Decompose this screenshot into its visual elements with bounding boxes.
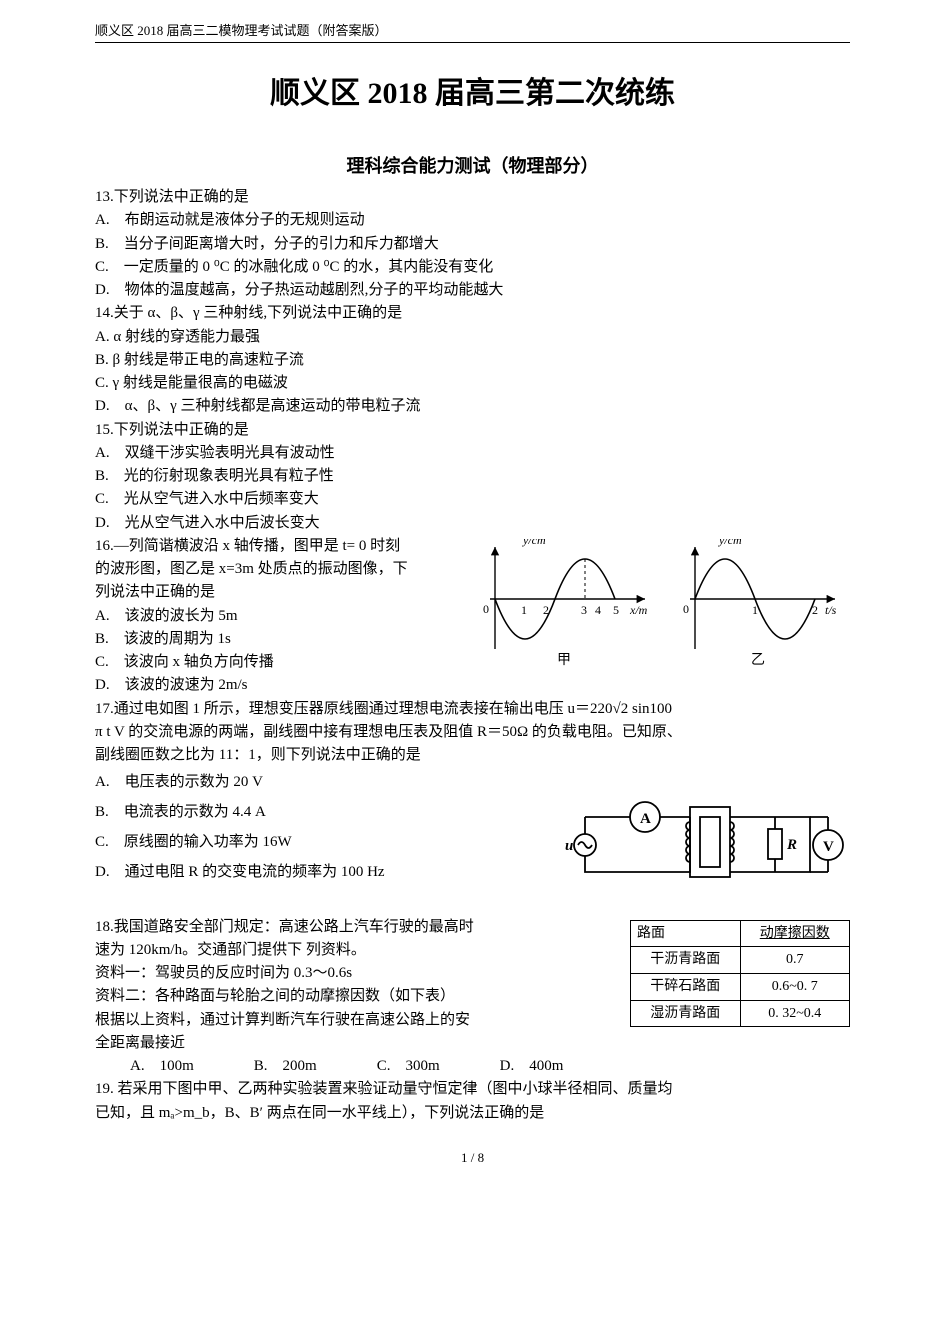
q13-optB: B. 当分子间距离增大时，分子的引力和斥力都增大 [95, 233, 850, 256]
q16-text: 16.—列简谐横波沿 x 轴传播，图甲是 t= 0 时刻 的波形图，图乙是 x=… [95, 535, 465, 698]
fig1-x2: 2 [543, 603, 549, 617]
page-total: 8 [478, 1150, 485, 1165]
q16-optC: C. 该波向 x 轴负方向传播 [95, 651, 465, 674]
q19-l2: 已知，且 mₐ>m_b，B、B′ 两点在同一水平线上），下列说法正确的是 [95, 1102, 850, 1125]
q16-optD: D. 该波的波速为 2m/s [95, 674, 465, 697]
cell-r1c1: 干沥青路面 [631, 947, 741, 974]
q18-text: 18.我国道路安全部门规定：高速公路上汽车行驶的最高时 速为 120km/h。交… [95, 916, 630, 1056]
page: 顺义区 2018 届高三二模物理考试试题（附答案版） 顺义区 2018 届高三第… [0, 0, 945, 1196]
page-footer: 1 / 8 [95, 1150, 850, 1166]
th-surface: 路面 [631, 920, 741, 947]
q18-table-wrap: 路面 动摩擦因数 干沥青路面 0.7 干碎石路面 0.6~0. 7 湿沥青路面 … [630, 920, 850, 1028]
q14-optC: C. γ 射线是能量很高的电磁波 [95, 372, 850, 395]
q15-stem: 15.下列说法中正确的是 [95, 419, 850, 442]
fig1-x1: 1 [521, 603, 527, 617]
q13-optC: C. 一定质量的 0 ⁰C 的冰融化成 0 ⁰C 的水，其内能没有变化 [95, 256, 850, 279]
friction-table: 路面 动摩擦因数 干沥青路面 0.7 干碎石路面 0.6~0. 7 湿沥青路面 … [630, 920, 850, 1028]
q16-l3: 列说法中正确的是 [95, 581, 465, 604]
circuit-u-label: u [565, 838, 573, 854]
fig2-xlabel: t/s [825, 603, 837, 617]
table-row: 干沥青路面 0.7 [631, 947, 850, 974]
q15-optB: B. 光的衍射现象表明光具有粒子性 [95, 465, 850, 488]
fig2-ylabel: y/cm [718, 539, 742, 547]
cell-r2c1: 干碎石路面 [631, 973, 741, 1000]
q18-optB: B. 200m [254, 1055, 317, 1078]
fig1-ylabel: y/cm [522, 539, 546, 547]
cell-r1c2: 0.7 [740, 947, 850, 974]
transformer-circuit-diagram: u A R V [560, 777, 850, 907]
q16-optB: B. 该波的周期为 1s [95, 628, 465, 651]
q18-l2: 速为 120km/h。交通部门提供下 列资料。 [95, 939, 630, 962]
q18-l4: 资料二：各种路面与轮胎之间的动摩擦因数（如下表） [95, 985, 630, 1008]
q18-l1: 18.我国道路安全部门规定：高速公路上汽车行驶的最高时 [95, 916, 630, 939]
q17-optC: C. 原线圈的输入功率为 16W [95, 827, 560, 857]
fig1-x4: 4 [595, 603, 601, 617]
fig2-x1: 1 [752, 603, 758, 617]
fig1-xlabel: x/m [629, 603, 648, 617]
q17-text: A. 电压表的示数为 20 V B. 电流表的示数为 4.4 A C. 原线圈的… [95, 767, 560, 887]
q17-l2: π t V 的交流电源的两端，副线圈中接有理想电压表及阻值 R＝50Ω 的负载电… [95, 721, 850, 744]
q15-optC: C. 光从空气进入水中后频率变大 [95, 488, 850, 511]
fig1-x3: 3 [581, 603, 587, 617]
q16-l1: 16.—列简谐横波沿 x 轴传播，图甲是 t= 0 时刻 [95, 535, 465, 558]
q13-optA: A. 布朗运动就是液体分子的无规则运动 [95, 209, 850, 232]
q16-l2: 的波形图，图乙是 x=3m 处质点的振动图像，下 [95, 558, 465, 581]
circuit-R-label: R [786, 837, 797, 853]
th-mu: 动摩擦因数 [740, 920, 850, 947]
subtitle: 理科综合能力测试（物理部分） [95, 152, 850, 178]
q13-stem: 13.下列说法中正确的是 [95, 186, 850, 209]
q17-optD: D. 通过电阻 R 的交变电流的频率为 100 Hz [95, 857, 560, 887]
wave-diagram-jia: y/cm x/m 0 1 2 3 4 5 甲 [475, 539, 650, 669]
q18-l5: 根据以上资料，通过计算判断汽车行驶在高速公路上的安 [95, 1009, 630, 1032]
q17-block: A. 电压表的示数为 20 V B. 电流表的示数为 4.4 A C. 原线圈的… [95, 767, 850, 915]
q18-optD: D. 400m [500, 1055, 564, 1078]
q17-l3: 副线圈匝数之比为 11：1，则下列说法中正确的是 [95, 744, 850, 767]
q18-block: 18.我国道路安全部门规定：高速公路上汽车行驶的最高时 速为 120km/h。交… [95, 916, 850, 1056]
cell-r2c2: 0.6~0. 7 [740, 973, 850, 1000]
q17-figure: u A R V [560, 767, 850, 915]
fig2-caption: 乙 [751, 652, 765, 668]
q17-optB: B. 电流表的示数为 4.4 A [95, 797, 560, 827]
q15-optA: A. 双缝干涉实验表明光具有波动性 [95, 442, 850, 465]
q13-optD: D. 物体的温度越高，分子热运动越剧烈,分子的平均动能越大 [95, 279, 850, 302]
circuit-V-label: V [823, 839, 834, 855]
q18-options: A. 100m B. 200m C. 300m D. 400m [130, 1055, 850, 1078]
main-title: 顺义区 2018 届高三第二次统练 [95, 68, 850, 112]
q19-l1: 19. 若采用下图中甲、乙两种实验装置来验证动量守恒定律（图中小球半径相同、质量… [95, 1078, 850, 1101]
table-row: 湿沥青路面 0. 32~0.4 [631, 1000, 850, 1027]
q18-optC: C. 300m [377, 1055, 440, 1078]
q18-optA: A. 100m [130, 1055, 194, 1078]
table-row: 干碎石路面 0.6~0. 7 [631, 973, 850, 1000]
q16-optA: A. 该波的波长为 5m [95, 605, 465, 628]
content: 13.下列说法中正确的是 A. 布朗运动就是液体分子的无规则运动 B. 当分子间… [95, 186, 850, 1125]
cell-r3c2: 0. 32~0.4 [740, 1000, 850, 1027]
q17-optA: A. 电压表的示数为 20 V [95, 767, 560, 797]
fig2-x2: 2 [812, 603, 818, 617]
fig1-origin: 0 [483, 602, 489, 616]
q14-optB: B. β 射线是带正电的高速粒子流 [95, 349, 850, 372]
q14-stem: 14.关于 α、β、γ 三种射线,下列说法中正确的是 [95, 302, 850, 325]
fig1-caption: 甲 [557, 653, 571, 668]
table-row: 路面 动摩擦因数 [631, 920, 850, 947]
q18-l3: 资料一：驾驶员的反应时间为 0.3～0.6s [95, 962, 630, 985]
q16-figures: y/cm x/m 0 1 2 3 4 5 甲 y/cm t [465, 535, 850, 669]
circuit-A-label: A [640, 811, 651, 827]
q18-l6: 全距离最接近 [95, 1032, 630, 1055]
page-current: 1 [461, 1150, 468, 1165]
q16-block: 16.—列简谐横波沿 x 轴传播，图甲是 t= 0 时刻 的波形图，图乙是 x=… [95, 535, 850, 698]
wave-diagram-yi: y/cm t/s 0 1 2 乙 [675, 539, 840, 669]
cell-r3c1: 湿沥青路面 [631, 1000, 741, 1027]
page-header: 顺义区 2018 届高三二模物理考试试题（附答案版） [95, 20, 850, 43]
fig1-x5: 5 [613, 603, 619, 617]
q17-l1: 17.通过电如图 1 所示，理想变压器原线圈通过理想电流表接在输出电压 u＝22… [95, 698, 850, 721]
q14-optD: D. α、β、γ 三种射线都是高速运动的带电粒子流 [95, 395, 850, 418]
q14-optA: A. α 射线的穿透能力最强 [95, 326, 850, 349]
fig2-origin: 0 [683, 602, 689, 616]
q15-optD: D. 光从空气进入水中后波长变大 [95, 512, 850, 535]
